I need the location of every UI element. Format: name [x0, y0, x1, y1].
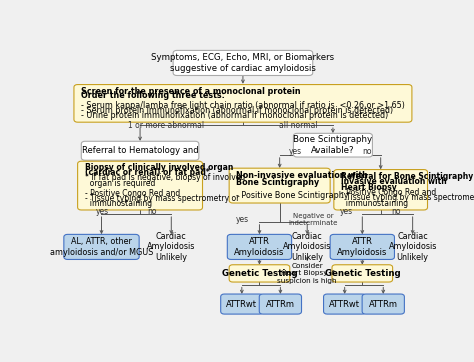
Text: immunostaining: immunostaining [85, 199, 152, 208]
Text: Cardiac
Amyloidosis
Unlikely: Cardiac Amyloidosis Unlikely [389, 232, 437, 262]
FancyBboxPatch shape [324, 294, 366, 314]
FancyBboxPatch shape [82, 141, 199, 160]
Text: Symptoms, ECG, Echo, MRI, or Biomarkers
suggestive of cardiac amyloidosis: Symptoms, ECG, Echo, MRI, or Biomarkers … [151, 53, 335, 73]
Text: yes: yes [289, 147, 301, 156]
Text: - Positive Congo Red and: - Positive Congo Red and [85, 189, 180, 198]
FancyBboxPatch shape [228, 234, 292, 260]
Text: yes: yes [235, 215, 248, 224]
Text: Referral to Hematology and: Referral to Hematology and [82, 146, 199, 155]
Text: ATTRwt: ATTRwt [226, 300, 257, 308]
FancyBboxPatch shape [78, 161, 202, 210]
FancyBboxPatch shape [330, 234, 394, 260]
Text: yes: yes [340, 207, 353, 216]
Text: - Positive Congo Red and: - Positive Congo Red and [341, 188, 437, 197]
Text: - Positive Bone Scintigraphy: - Positive Bone Scintigraphy [237, 191, 349, 200]
Text: ATTR
Amyloidosis: ATTR Amyloidosis [234, 237, 285, 257]
Text: yes: yes [96, 207, 109, 216]
Text: no: no [147, 207, 157, 216]
Text: Consider
Heart Biopsy if
suspicion is high: Consider Heart Biopsy if suspicion is hi… [277, 263, 337, 284]
Text: Referral for Bone Scintigraphy or: Referral for Bone Scintigraphy or [341, 172, 474, 181]
FancyBboxPatch shape [259, 294, 301, 314]
FancyBboxPatch shape [334, 169, 428, 210]
Text: 1 or more abnormal: 1 or more abnormal [128, 121, 204, 130]
Text: - Serum kappa/lamba free light chain ratio (abnormal if ratio is  <0.26 or >1.65: - Serum kappa/lamba free light chain rat… [82, 101, 405, 110]
Text: Screen for the presence of a monoclonal protein: Screen for the presence of a monoclonal … [82, 87, 301, 96]
Text: Non-invasive evaluation with: Non-invasive evaluation with [237, 171, 368, 180]
FancyBboxPatch shape [64, 234, 139, 260]
Text: no: no [392, 207, 401, 216]
FancyBboxPatch shape [332, 265, 392, 282]
Text: Heart Biopsy: Heart Biopsy [341, 182, 397, 191]
Text: Genetic Testing: Genetic Testing [222, 269, 297, 278]
Text: Negative or
indeterminate: Negative or indeterminate [289, 213, 338, 226]
Text: - Serum protein immunofixation (abnormal if monoclonal protein is detected): - Serum protein immunofixation (abnormal… [82, 106, 393, 115]
FancyBboxPatch shape [362, 294, 404, 314]
Text: - Tissue typing by mass spectrometry or: - Tissue typing by mass spectrometry or [341, 193, 474, 202]
Text: Genetic Testing: Genetic Testing [325, 269, 400, 278]
Text: Cardiac
Amyloidosis
Unlikely: Cardiac Amyloidosis Unlikely [147, 232, 195, 262]
FancyBboxPatch shape [221, 294, 263, 314]
Text: AL, ATTR, other
amyloidosis and/or MGUS: AL, ATTR, other amyloidosis and/or MGUS [50, 237, 153, 257]
FancyBboxPatch shape [74, 85, 412, 122]
Text: - Urine protein immunofixation (abnormal if monoclonal protein is detected): - Urine protein immunofixation (abnormal… [82, 111, 389, 120]
Text: all normal: all normal [279, 121, 317, 130]
Text: invasive evaluation with: invasive evaluation with [341, 177, 447, 186]
Text: no: no [362, 147, 372, 156]
Text: organ is required: organ is required [85, 178, 155, 188]
Text: Cardiac
Amyloidosis
Unlikely: Cardiac Amyloidosis Unlikely [283, 232, 331, 262]
Text: ATTRm: ATTRm [369, 300, 398, 308]
Text: * If fat pad is negative, biopsy of involved: * If fat pad is negative, biopsy of invo… [85, 173, 245, 182]
Text: (cardiac or renal) or fat pad*: (cardiac or renal) or fat pad* [85, 168, 210, 177]
FancyBboxPatch shape [293, 133, 373, 157]
Text: - Tissue typing by mass spectrometry or: - Tissue typing by mass spectrometry or [85, 194, 239, 203]
Text: Biopsy of clinically involved organ: Biopsy of clinically involved organ [85, 163, 233, 172]
Text: Bone Scintigraphy: Bone Scintigraphy [237, 178, 320, 187]
FancyBboxPatch shape [173, 50, 313, 76]
FancyBboxPatch shape [229, 265, 290, 282]
Text: ATTRwt: ATTRwt [329, 300, 360, 308]
Text: immunostaining: immunostaining [341, 199, 408, 208]
Text: ATTRm: ATTRm [266, 300, 295, 308]
Text: Bone Scintigraphy
Available?: Bone Scintigraphy Available? [293, 135, 373, 155]
Text: ATTR
Amyloidosis: ATTR Amyloidosis [337, 237, 388, 257]
FancyBboxPatch shape [229, 168, 330, 203]
Text: Order the following three tests:: Order the following three tests: [82, 92, 225, 101]
